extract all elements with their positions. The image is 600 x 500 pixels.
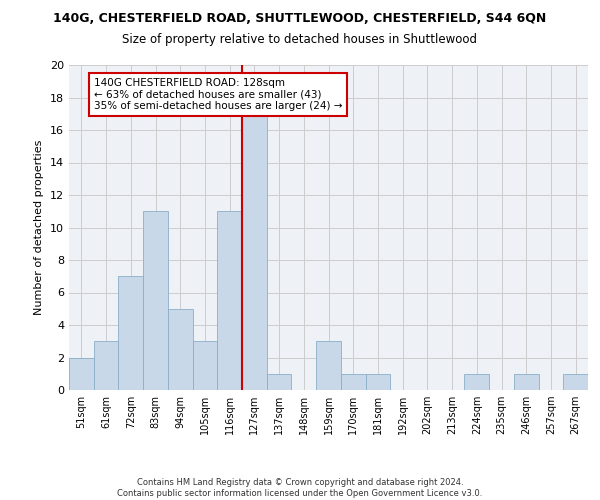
Text: 140G CHESTERFIELD ROAD: 128sqm
← 63% of detached houses are smaller (43)
35% of : 140G CHESTERFIELD ROAD: 128sqm ← 63% of … (94, 78, 342, 111)
Bar (217, 211, 242, 390)
Bar (267, 374, 292, 390)
Bar (316, 341, 341, 390)
Bar (69, 358, 94, 390)
Bar (94, 341, 118, 390)
Bar (242, 114, 267, 390)
Bar (514, 374, 539, 390)
Bar (563, 374, 588, 390)
Bar (143, 211, 168, 390)
Bar (365, 374, 390, 390)
Bar (168, 308, 193, 390)
Text: 140G, CHESTERFIELD ROAD, SHUTTLEWOOD, CHESTERFIELD, S44 6QN: 140G, CHESTERFIELD ROAD, SHUTTLEWOOD, CH… (53, 12, 547, 26)
Bar (118, 276, 143, 390)
Bar (464, 374, 489, 390)
Y-axis label: Number of detached properties: Number of detached properties (34, 140, 44, 315)
Text: Size of property relative to detached houses in Shuttlewood: Size of property relative to detached ho… (122, 32, 478, 46)
Bar (193, 341, 217, 390)
Bar (341, 374, 365, 390)
Text: Contains HM Land Registry data © Crown copyright and database right 2024.
Contai: Contains HM Land Registry data © Crown c… (118, 478, 482, 498)
